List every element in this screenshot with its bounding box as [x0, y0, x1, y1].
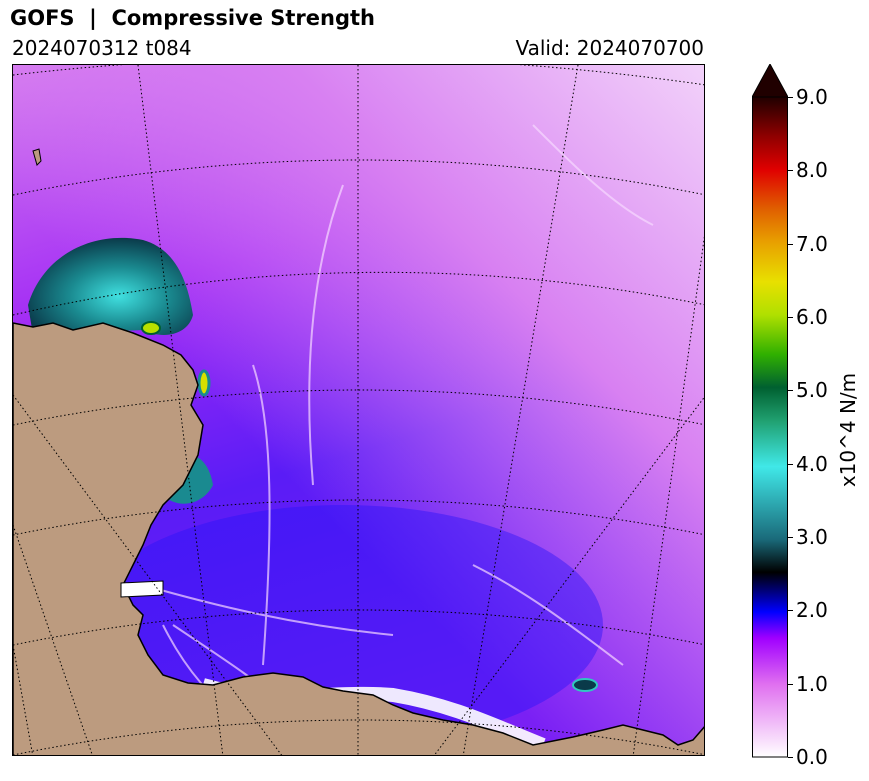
graticule — [13, 65, 704, 755]
colorbar-tick-label: 4.0 — [796, 451, 828, 476]
colorbar-tick-label: 1.0 — [796, 671, 828, 696]
land-mass — [13, 322, 704, 755]
green-spot — [141, 321, 161, 335]
colorbar-tick-mark — [788, 757, 793, 758]
teal-high-strength-patch — [28, 237, 193, 335]
dark-spot — [572, 678, 598, 692]
colorbar-tick-mark — [788, 683, 793, 685]
colorbar-tick-label: 8.0 — [796, 158, 828, 183]
colorbar-tick-label: 7.0 — [796, 231, 828, 256]
colorbar — [751, 62, 789, 758]
colorbar-tick-label: 6.0 — [796, 305, 828, 329]
colorbar-tick-mark — [788, 537, 793, 538]
colorbar-tick-label: 2.0 — [796, 598, 828, 623]
valid-time-label: Valid: 2024070700 — [515, 36, 704, 60]
colorbar-tick-label: 0.0 — [796, 745, 828, 769]
colorbar-tick-mark — [788, 317, 793, 318]
map-svg — [13, 65, 704, 755]
chart-title: GOFS | Compressive Strength — [10, 6, 375, 30]
colorbar-unit-label: x10^4 N/m — [836, 372, 860, 488]
colorbar-extend-arrow — [751, 62, 789, 98]
colorbar-tick-mark — [788, 170, 793, 172]
colorbar-tick-mark — [788, 390, 793, 392]
small-island — [32, 148, 42, 166]
colorbar-tick-label: 9.0 — [796, 85, 828, 109]
map-panel — [12, 64, 705, 756]
colorbar-tick-mark — [788, 610, 793, 612]
init-time-label: 2024070312 t084 — [12, 36, 192, 60]
colorbar-tick-mark — [788, 463, 793, 465]
yellow-spot — [197, 369, 211, 397]
colorbar-svg — [751, 62, 789, 758]
colorbar-tick-label: 5.0 — [796, 378, 828, 403]
colorbar-gradient — [752, 96, 788, 758]
colorbar-tick-label: 3.0 — [796, 525, 828, 549]
colorbar-tick-mark — [788, 243, 793, 245]
colorbar-tick-mark — [788, 97, 793, 98]
inlet — [120, 580, 164, 598]
pressure-ridges — [142, 124, 654, 726]
